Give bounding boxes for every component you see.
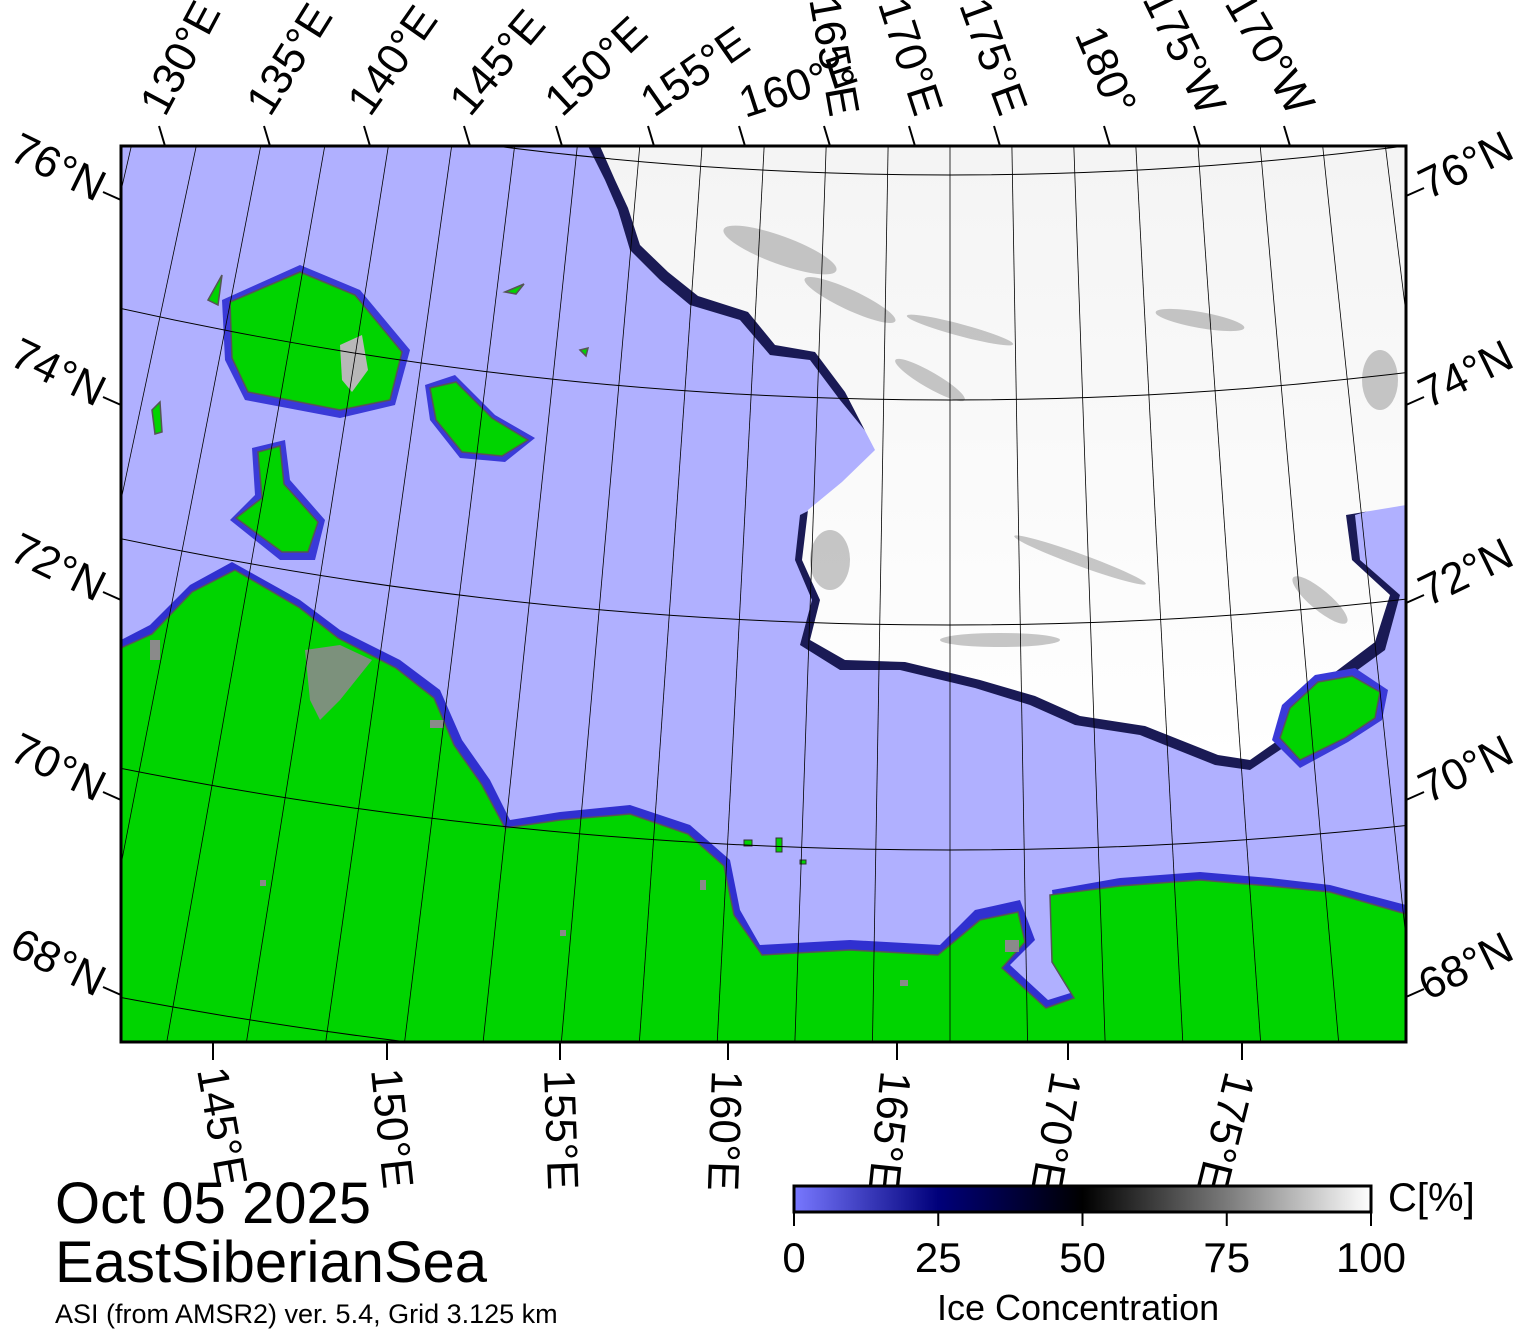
small-islands: [743, 837, 807, 865]
top-longitude-tick: [1283, 125, 1291, 147]
top-longitude-label: 170°W: [1215, 0, 1324, 123]
top-longitude-label: 135°E: [237, 0, 342, 123]
top-longitude-tick: [1103, 125, 1111, 147]
meridian-line: [794, 146, 827, 1042]
top-longitude-label: 170°E: [868, 0, 952, 121]
top-longitude-tick: [363, 125, 371, 147]
meridian-line: [1523, 0, 1527, 1229]
top-longitude-label: 145°E: [440, 1, 555, 125]
meridian-line: [1322, 146, 1406, 943]
left-latitude-tick: [102, 396, 122, 406]
meridian-line: [560, 146, 641, 1042]
meridian-line: [1135, 146, 1184, 1042]
top-longitude-tick: [908, 125, 916, 147]
map-date: Oct 05 2025: [55, 1171, 371, 1236]
left-latitude-label: 76°N: [3, 124, 113, 211]
meridian-line: [716, 146, 765, 1042]
colorbar-title: Ice Concentration: [937, 1287, 1220, 1328]
right-latitude-label: 70°N: [1411, 726, 1521, 813]
right-latitude-tick: [1405, 988, 1425, 998]
mainland-siberia: [121, 569, 1406, 1042]
left-latitude-label: 68°N: [3, 919, 113, 1006]
meridian-line: [1011, 146, 1028, 1042]
top-longitude-tick: [158, 125, 166, 147]
right-latitude-tick: [1405, 791, 1425, 801]
meridian-line: [872, 146, 889, 1042]
left-latitude-tick: [102, 791, 122, 801]
map-source: ASI (from AMSR2) ver. 5.4, Grid 3.125 km: [55, 1299, 558, 1329]
bottom-longitude-label: 155°E: [534, 1069, 587, 1191]
meridian-line: [166, 146, 326, 1042]
left-latitude-tick: [102, 191, 122, 201]
right-latitude-tick: [1405, 396, 1425, 406]
colorbar-tick-label: 75: [1203, 1234, 1250, 1281]
colorbar-tick-label: 50: [1059, 1234, 1106, 1281]
top-longitude-tick: [823, 125, 831, 147]
bottom-longitude-label: 170°E: [1021, 1068, 1090, 1195]
top-longitude-label: 175°E: [949, 0, 1036, 121]
top-longitude-tick: [647, 125, 655, 147]
meridian-line: [404, 146, 516, 1042]
map-region: EastSiberianSea: [55, 1230, 488, 1295]
top-longitude-tick: [463, 125, 471, 147]
right-latitude-label: 72°N: [1411, 529, 1521, 616]
top-longitude-label: 175°W: [1133, 0, 1235, 123]
meridian-line: [325, 146, 453, 1042]
colorbar-tick-label: 100: [1336, 1234, 1406, 1281]
top-longitude-label: 180°: [1065, 19, 1146, 122]
left-latitude-label: 70°N: [3, 724, 113, 811]
bottom-longitude-label: 160°E: [698, 1070, 751, 1192]
right-latitude-tick: [1405, 187, 1425, 197]
top-longitude-tick: [555, 125, 563, 147]
right-latitude-label: 68°N: [1411, 923, 1521, 1010]
right-latitude-tick: [1405, 594, 1425, 604]
meridian-line: [1073, 146, 1106, 1042]
top-longitude-label: 130°E: [131, 0, 231, 123]
meridian-line: [1259, 146, 1340, 1042]
top-longitude-tick: [1193, 125, 1201, 147]
bottom-longitude-label: 175°E: [1187, 1068, 1264, 1197]
colorbar-tick-label: 25: [915, 1234, 962, 1281]
top-longitude-label: 140°E: [338, 0, 447, 124]
ice-texture: [723, 225, 1398, 647]
colorbar-ticks: 0 25 50 75 100: [782, 1212, 1406, 1281]
meridian-line: [121, 146, 262, 867]
left-latitude-label: 74°N: [3, 329, 113, 416]
right-latitude-label: 76°N: [1411, 122, 1521, 209]
meridian-line: [1197, 146, 1262, 1042]
top-longitude-tick: [993, 125, 1001, 147]
meridian-line: [246, 146, 389, 1042]
left-latitude-tick: [102, 986, 122, 996]
top-longitude-label: 150°E: [535, 7, 656, 125]
map-frame: [119, 144, 1408, 1044]
meridian-line: [638, 146, 703, 1042]
top-longitude-tick: [263, 125, 271, 147]
left-latitude-tick: [102, 591, 122, 601]
top-longitude-tick: [738, 125, 746, 147]
meridian-line: [482, 146, 578, 1042]
colorbar-tick-label: 0: [782, 1234, 805, 1281]
top-longitude-label: 155°E: [632, 17, 759, 126]
left-latitude-label: 72°N: [3, 524, 113, 611]
colorbar: [792, 1184, 1373, 1214]
mainland-lakes: [150, 640, 1019, 986]
bottom-longitude-label: 165°E: [858, 1069, 919, 1194]
sea-ice-field: [600, 146, 1406, 760]
right-latitude-label: 74°N: [1411, 331, 1521, 418]
colorbar-unit: C[%]: [1388, 1176, 1475, 1220]
graticule: [121, 0, 1527, 1229]
